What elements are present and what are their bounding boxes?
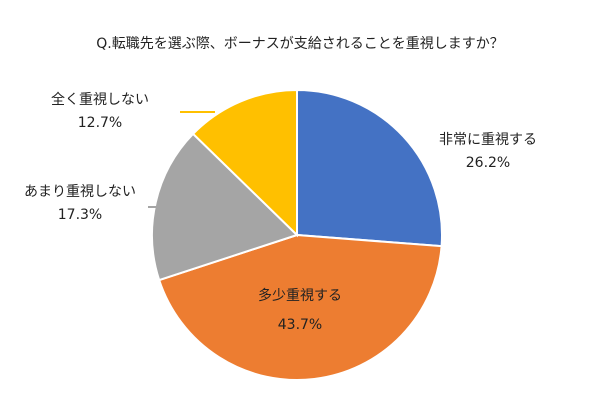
category-label: 非常に重視する (439, 132, 537, 148)
category-label: 全く重視しない (51, 91, 149, 108)
value-label: 43.7% (278, 317, 322, 333)
category-label: あまり重視しない (24, 184, 136, 200)
value-label: 17.3% (58, 207, 102, 223)
chart-title: Q.転職先を選ぶ際、ボーナスが支給されることを重視しますか？ (96, 36, 503, 52)
value-label: 26.2% (466, 155, 510, 171)
value-label: 12.7% (78, 115, 122, 131)
category-label: 多少重視する (258, 287, 342, 304)
pie-slice (157, 233, 443, 381)
pie-slice (151, 132, 299, 282)
pie-slice (296, 88, 443, 248)
pie-slice (191, 88, 298, 238)
